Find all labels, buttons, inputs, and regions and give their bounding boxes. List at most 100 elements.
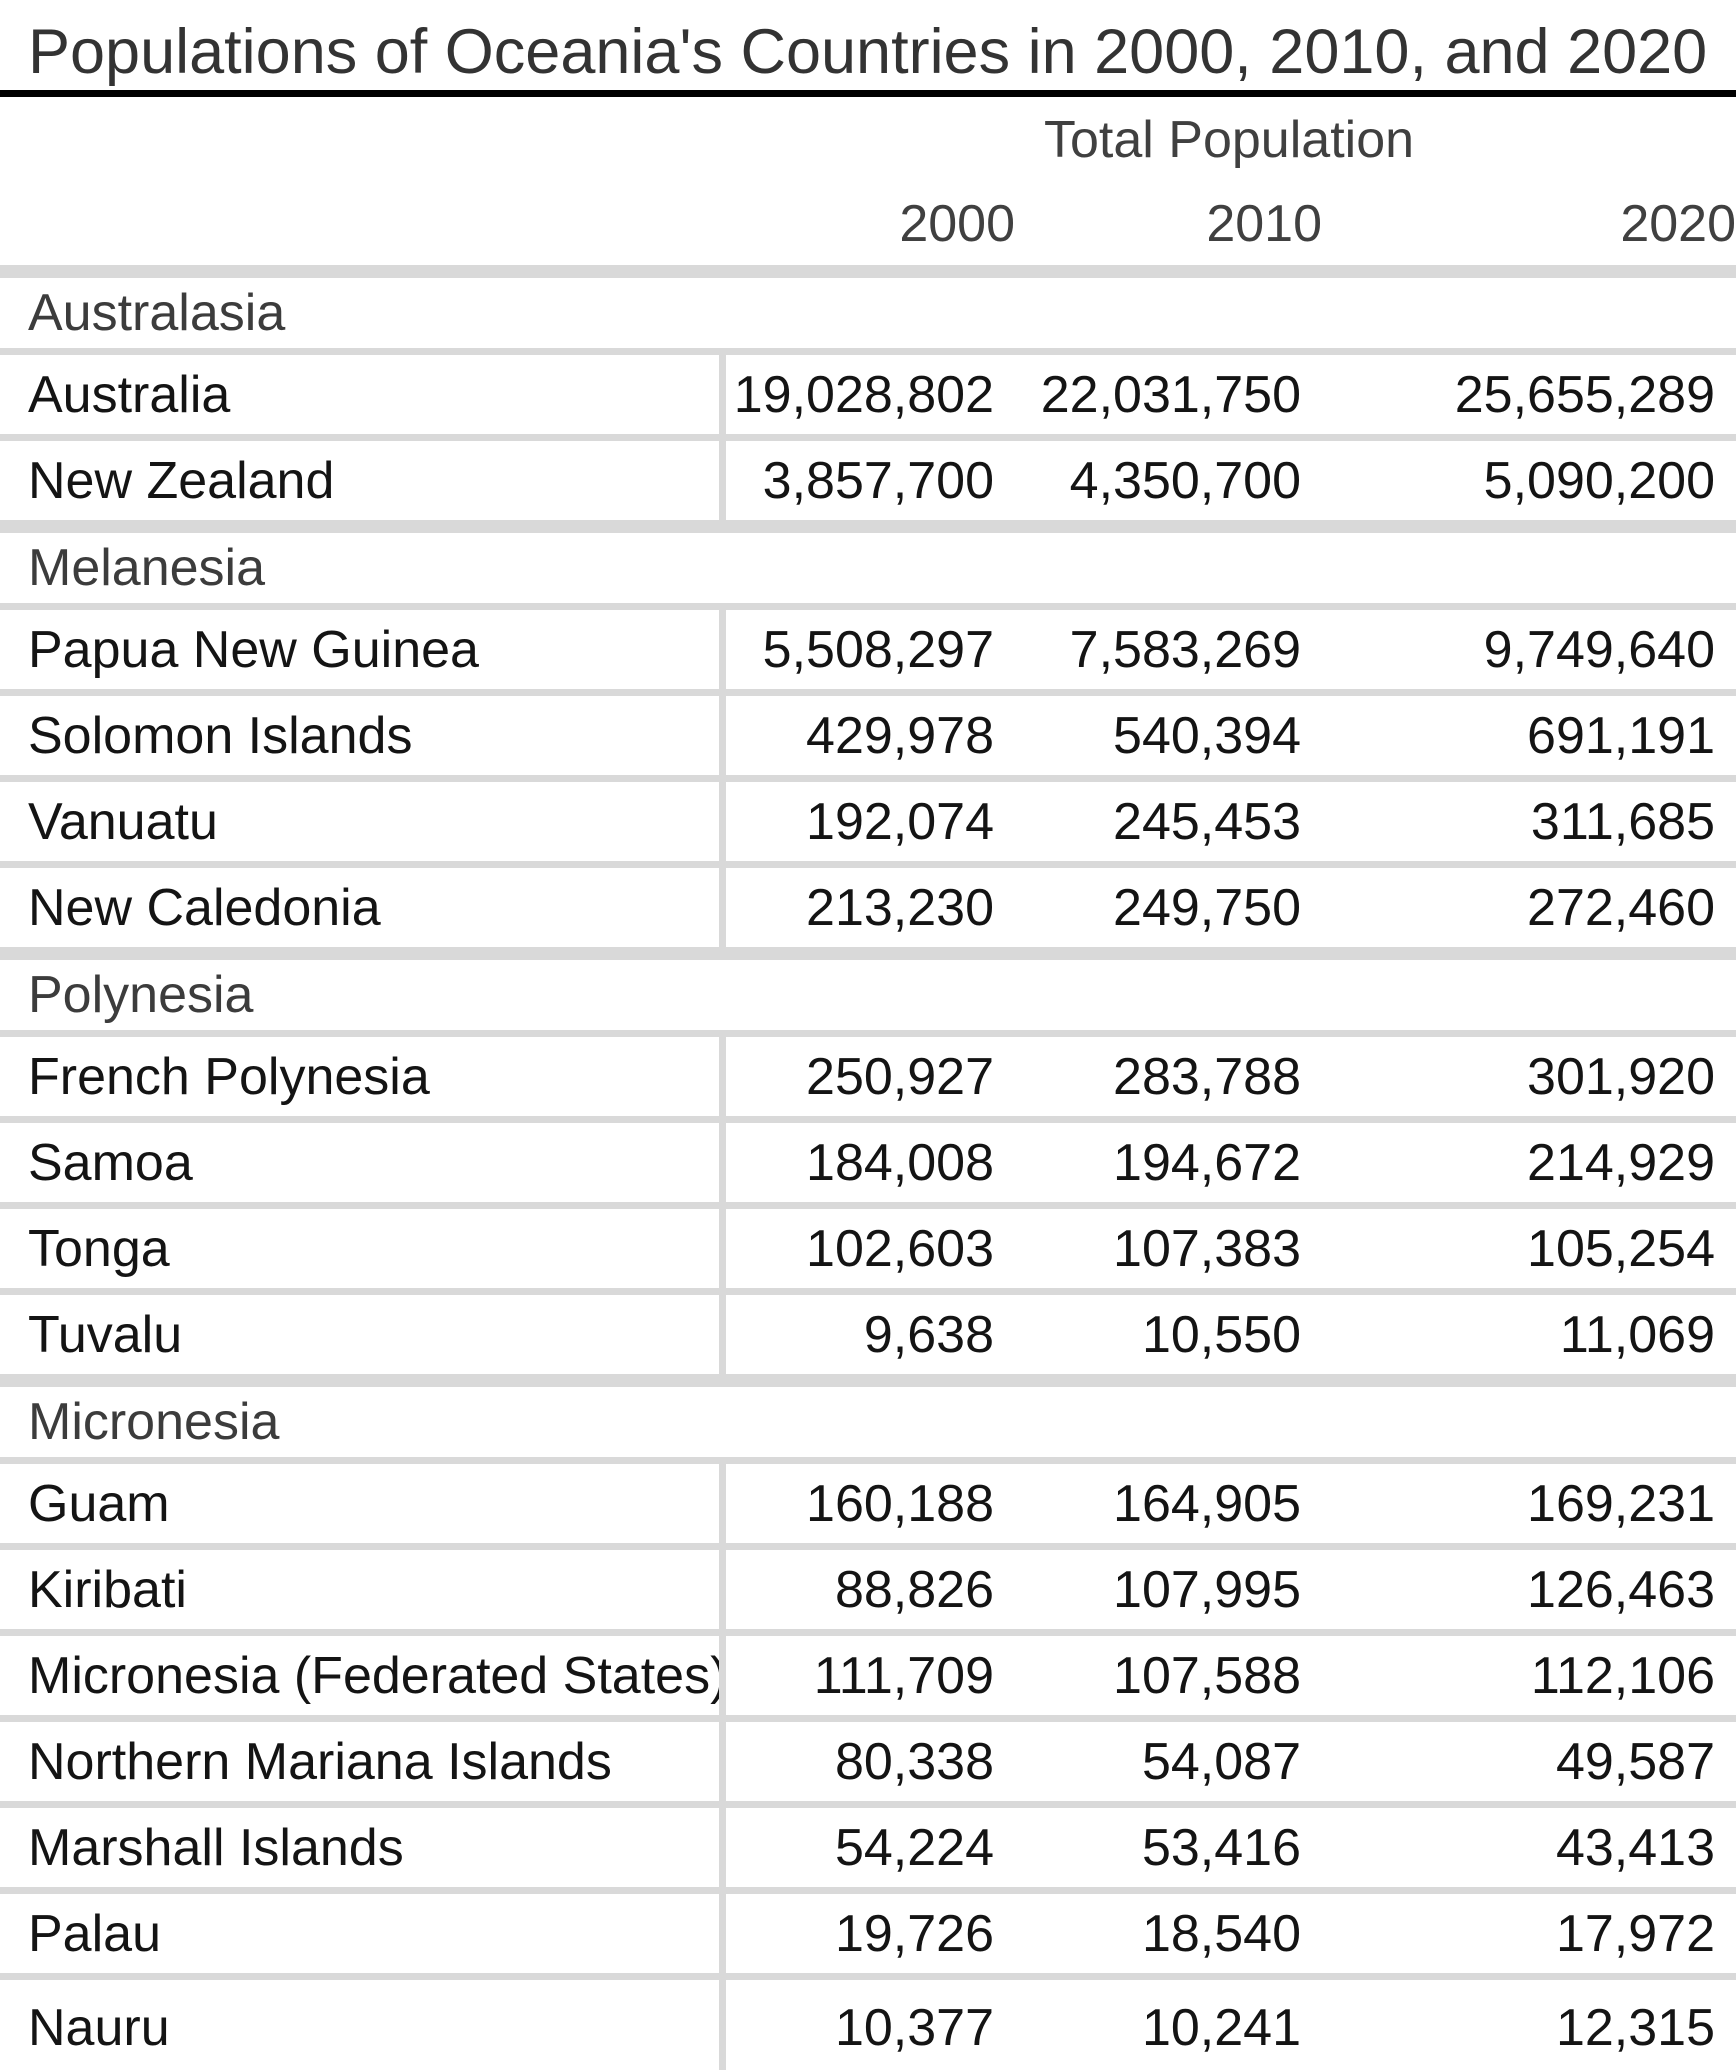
population-2000-cell: 54,224 (718, 1801, 1015, 1891)
population-2000-cell: 102,603 (718, 1202, 1015, 1292)
country-name-cell: Australia (0, 348, 722, 438)
population-2020-cell: 25,655,289 (1322, 348, 1736, 438)
population-2000-cell: 5,508,297 (718, 603, 1015, 693)
country-name-cell: Tuvalu (0, 1288, 722, 1381)
population-2010-cell: 10,550 (1015, 1288, 1322, 1381)
country-name-cell: Tonga (0, 1202, 722, 1292)
population-2020-cell: 43,413 (1322, 1801, 1736, 1891)
table-row: Tuvalu 9,638 10,550 11,069 (0, 1288, 1736, 1381)
population-2000-cell: 19,726 (718, 1887, 1015, 1977)
country-name-cell: Micronesia (Federated States) (0, 1629, 722, 1719)
group-name: Polynesia (0, 947, 1736, 1034)
country-name-cell: New Caledonia (0, 861, 722, 954)
country-name-cell: Samoa (0, 1116, 722, 1206)
population-2000-cell: 250,927 (718, 1030, 1015, 1120)
population-2020-cell: 17,972 (1322, 1887, 1736, 1977)
population-2020-cell: 11,069 (1322, 1288, 1736, 1381)
population-2010-cell: 540,394 (1015, 689, 1322, 779)
population-2010-cell: 22,031,750 (1015, 348, 1322, 438)
population-2000-cell: 19,028,802 (718, 348, 1015, 438)
table-body: Australasia Australia 19,028,802 22,031,750… (0, 265, 1736, 2070)
table-row: Northern Mariana Islands 80,338 54,087 49,5… (0, 1715, 1736, 1805)
table-row: Marshall Islands 54,224 53,416 43,413 (0, 1801, 1736, 1891)
population-2020-cell: 105,254 (1322, 1202, 1736, 1292)
population-2010-cell: 107,383 (1015, 1202, 1322, 1292)
population-2000-cell: 192,074 (718, 775, 1015, 865)
population-2000-cell: 9,638 (718, 1288, 1015, 1381)
population-2000-cell: 3,857,700 (718, 434, 1015, 527)
population-2000-cell: 10,377 (718, 1973, 1015, 2070)
population-2000-cell: 88,826 (718, 1543, 1015, 1633)
population-2020-cell: 9,749,640 (1322, 603, 1736, 693)
table-row: Tonga 102,603 107,383 105,254 (0, 1202, 1736, 1292)
population-2020-cell: 5,090,200 (1322, 434, 1736, 527)
population-2020-cell: 112,106 (1322, 1629, 1736, 1719)
table-row: Papua New Guinea 5,508,297 7,583,269 9,749,… (0, 603, 1736, 693)
table-row: Palau 19,726 18,540 17,972 (0, 1887, 1736, 1977)
population-2020-cell: 272,460 (1322, 861, 1736, 954)
population-2010-cell: 54,087 (1015, 1715, 1322, 1805)
population-2010-cell: 4,350,700 (1015, 434, 1322, 527)
corner-spacer (0, 97, 722, 182)
table-row: French Polynesia 250,927 283,788 301,920 (0, 1030, 1736, 1120)
population-2010-cell: 7,583,269 (1015, 603, 1322, 693)
title-block: Populations of Oceania's Countries in 20… (0, 0, 1736, 97)
population-2010-cell: 107,588 (1015, 1629, 1322, 1719)
population-2010-cell: 245,453 (1015, 775, 1322, 865)
group-header-row: Australasia (0, 265, 1736, 352)
table-row: New Caledonia 213,230 249,750 272,460 (0, 861, 1736, 954)
table-row: Nauru 10,377 10,241 12,315 (0, 1973, 1736, 2070)
table-row: New Zealand 3,857,700 4,350,700 5,090,200 (0, 434, 1736, 527)
column-header-year-2000: 2000 (899, 194, 1015, 253)
population-2010-cell: 107,995 (1015, 1543, 1322, 1633)
population-2010-cell: 53,416 (1015, 1801, 1322, 1891)
table-header: Total Population 2000 2010 2020 (0, 97, 1736, 272)
table-row: Samoa 184,008 194,672 214,929 (0, 1116, 1736, 1206)
population-2020-cell: 214,929 (1322, 1116, 1736, 1206)
population-table: Total Population 2000 2010 2020 Australa… (0, 97, 1736, 2070)
group-header-row: Melanesia (0, 520, 1736, 607)
column-spanner-total-population: Total Population (1043, 110, 1415, 169)
country-name-cell: Papua New Guinea (0, 603, 722, 693)
country-name-cell: Marshall Islands (0, 1801, 722, 1891)
group-name: Micronesia (0, 1374, 1736, 1461)
country-name-cell: Vanuatu (0, 775, 722, 865)
year-header-row: 2000 2010 2020 (0, 182, 1736, 272)
group-header-row: Micronesia (0, 1374, 1736, 1461)
table-row: Micronesia (Federated States) 111,709 107,… (0, 1629, 1736, 1719)
corner-spacer (0, 182, 722, 272)
table-row: Solomon Islands 429,978 540,394 691,191 (0, 689, 1736, 779)
population-2020-cell: 691,191 (1322, 689, 1736, 779)
population-2020-cell: 311,685 (1322, 775, 1736, 865)
country-name-cell: Palau (0, 1887, 722, 1977)
spanner-row: Total Population (0, 97, 1736, 182)
table-row: Guam 160,188 164,905 169,231 (0, 1457, 1736, 1547)
page-title: Populations of Oceania's Countries in 20… (28, 17, 1708, 87)
population-2000-cell: 111,709 (718, 1629, 1015, 1719)
population-2020-cell: 12,315 (1322, 1973, 1736, 2070)
table-row: Vanuatu 192,074 245,453 311,685 (0, 775, 1736, 865)
population-2020-cell: 301,920 (1322, 1030, 1736, 1120)
population-2010-cell: 164,905 (1015, 1457, 1322, 1547)
column-header-year-2020: 2020 (1620, 194, 1736, 253)
population-2010-cell: 283,788 (1015, 1030, 1322, 1120)
column-header-year-2010: 2010 (1206, 194, 1322, 253)
population-2000-cell: 213,230 (718, 861, 1015, 954)
country-name-cell: French Polynesia (0, 1030, 722, 1120)
population-2020-cell: 169,231 (1322, 1457, 1736, 1547)
population-2010-cell: 249,750 (1015, 861, 1322, 954)
table-row: Australia 19,028,802 22,031,750 25,655,289 (0, 348, 1736, 438)
table-row: Kiribati 88,826 107,995 126,463 (0, 1543, 1736, 1633)
population-2010-cell: 18,540 (1015, 1887, 1322, 1977)
population-2000-cell: 80,338 (718, 1715, 1015, 1805)
population-2010-cell: 10,241 (1015, 1973, 1322, 2070)
population-2000-cell: 184,008 (718, 1116, 1015, 1206)
population-2020-cell: 126,463 (1322, 1543, 1736, 1633)
country-name-cell: Nauru (0, 1973, 722, 2070)
country-name-cell: Northern Mariana Islands (0, 1715, 722, 1805)
group-name: Australasia (0, 265, 1736, 352)
group-name: Melanesia (0, 520, 1736, 607)
country-name-cell: Kiribati (0, 1543, 722, 1633)
country-name-cell: New Zealand (0, 434, 722, 527)
